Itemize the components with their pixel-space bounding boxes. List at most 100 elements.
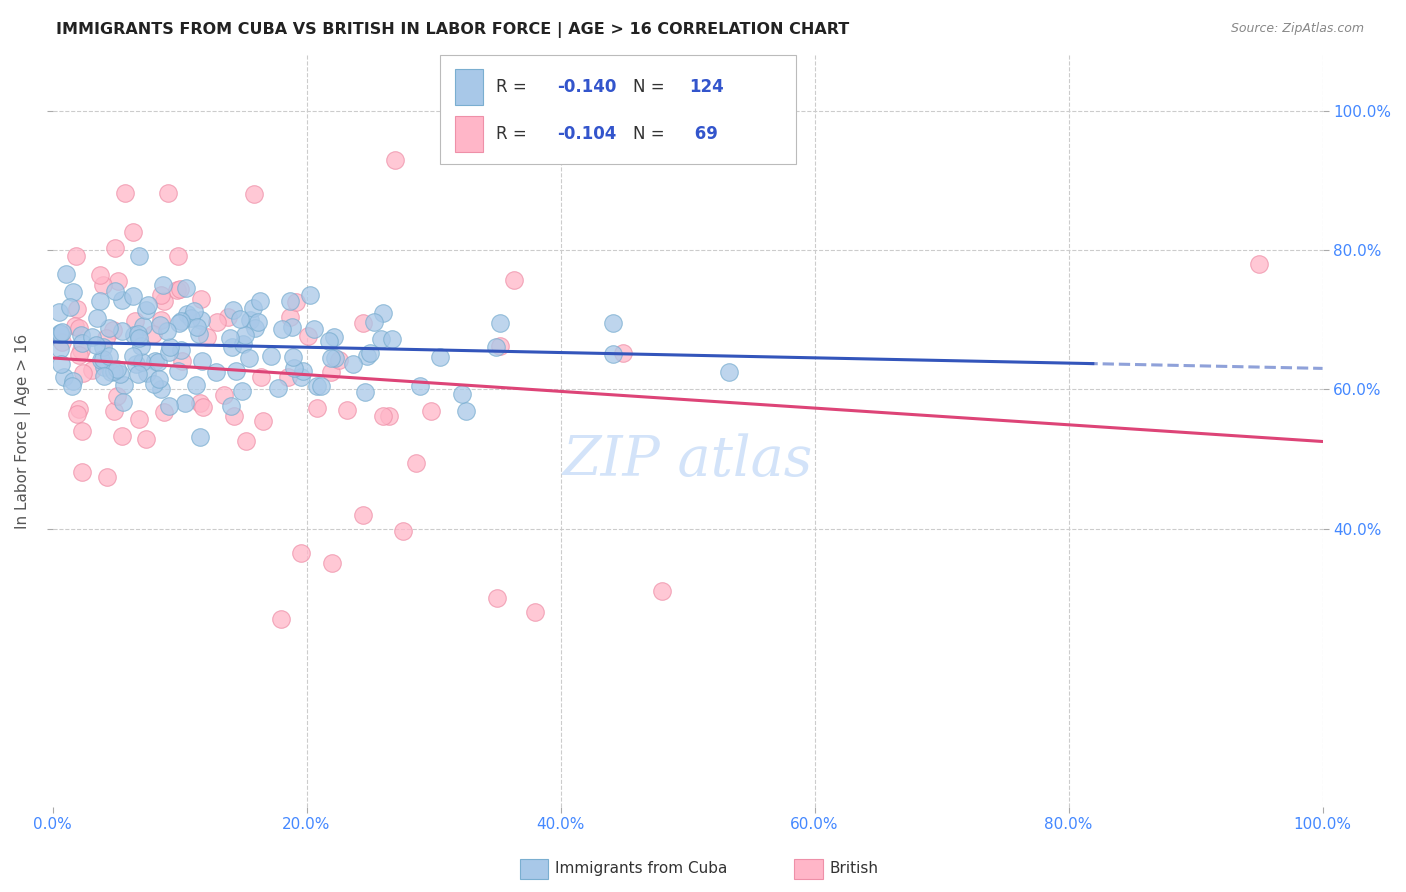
Point <box>155 325 177 339</box>
Point <box>186 378 208 392</box>
Point <box>352 508 374 523</box>
Point <box>86 311 108 326</box>
Point <box>172 354 194 368</box>
Point <box>142 376 165 391</box>
Point <box>127 327 149 342</box>
Point <box>252 414 274 428</box>
Point <box>49 342 72 356</box>
Point <box>112 395 135 409</box>
Point <box>111 324 134 338</box>
Point <box>66 407 89 421</box>
Point <box>97 349 120 363</box>
Point <box>104 241 127 255</box>
Text: Source: ZipAtlas.com: Source: ZipAtlas.com <box>1230 22 1364 36</box>
Point <box>239 313 262 327</box>
Point <box>49 326 72 341</box>
Point <box>135 432 157 446</box>
Point <box>318 334 340 348</box>
Point <box>136 298 159 312</box>
Point <box>91 352 114 367</box>
Point <box>153 405 176 419</box>
Point <box>105 389 128 403</box>
Point <box>205 315 228 329</box>
Point <box>63 318 86 333</box>
Point <box>212 388 235 402</box>
Point <box>104 284 127 298</box>
Point <box>152 278 174 293</box>
Point <box>322 329 344 343</box>
Point <box>149 288 172 302</box>
Point <box>319 351 342 365</box>
Point <box>142 326 165 341</box>
Point <box>229 312 252 326</box>
Point <box>328 352 350 367</box>
Point <box>232 336 254 351</box>
Point <box>174 281 197 295</box>
Point <box>135 303 157 318</box>
Point <box>602 316 624 330</box>
Point <box>111 429 134 443</box>
Point <box>121 225 143 239</box>
Point <box>260 349 283 363</box>
Point <box>319 365 342 379</box>
Point <box>122 289 145 303</box>
Point <box>159 340 181 354</box>
Point <box>292 364 315 378</box>
Point <box>486 591 509 606</box>
Point <box>70 466 93 480</box>
Point <box>250 369 273 384</box>
Point <box>188 396 211 410</box>
Point <box>456 404 478 418</box>
Point <box>124 314 146 328</box>
Point <box>373 409 395 423</box>
Point <box>51 334 73 349</box>
Point <box>235 328 257 343</box>
Point <box>195 330 218 344</box>
Point <box>243 321 266 335</box>
Point <box>267 381 290 395</box>
Point <box>62 374 84 388</box>
Point <box>70 335 93 350</box>
Point <box>65 249 87 263</box>
Point <box>170 314 193 328</box>
Point <box>277 369 299 384</box>
Point <box>152 293 174 308</box>
Point <box>111 293 134 307</box>
Text: R =: R = <box>496 78 531 95</box>
Point <box>281 350 304 364</box>
Point <box>93 369 115 384</box>
Point <box>280 294 302 309</box>
Point <box>205 364 228 378</box>
Point <box>450 386 472 401</box>
Point <box>524 605 547 619</box>
Point <box>70 327 93 342</box>
Point <box>72 366 94 380</box>
Text: 124: 124 <box>689 78 724 95</box>
Point <box>157 399 180 413</box>
Point <box>283 360 305 375</box>
Point <box>378 409 401 423</box>
Point <box>281 320 304 334</box>
Point <box>502 273 524 287</box>
Point <box>224 409 246 423</box>
Point <box>149 313 172 327</box>
Point <box>122 349 145 363</box>
Point <box>125 357 148 371</box>
Point <box>356 349 378 363</box>
Point <box>55 267 77 281</box>
Point <box>105 362 128 376</box>
Point <box>146 355 169 369</box>
Point <box>222 303 245 318</box>
Point <box>309 379 332 393</box>
Point <box>336 403 359 417</box>
FancyBboxPatch shape <box>456 116 484 153</box>
Point <box>370 332 392 346</box>
Point <box>321 557 343 571</box>
Point <box>166 283 188 297</box>
Point <box>107 274 129 288</box>
Text: 69: 69 <box>689 125 717 143</box>
Point <box>149 382 172 396</box>
Point <box>270 612 292 626</box>
Text: Immigrants from Cuba: Immigrants from Cuba <box>555 862 728 876</box>
Point <box>136 367 159 381</box>
